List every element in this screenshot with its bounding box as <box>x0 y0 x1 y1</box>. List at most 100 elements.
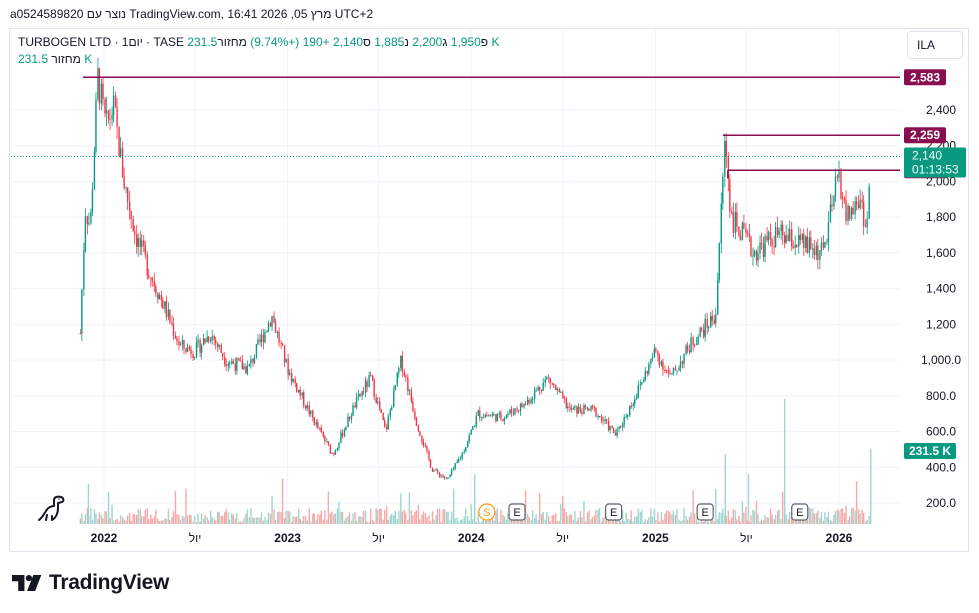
volume-bar <box>584 521 587 524</box>
currency-button[interactable]: ILA <box>907 31 963 59</box>
candle-body <box>503 417 506 421</box>
tradingview-logo[interactable]: TradingView <box>12 571 169 595</box>
volume-bar <box>362 510 365 524</box>
candle-body <box>200 345 203 353</box>
volume-bar <box>745 506 747 524</box>
candle-body <box>417 425 420 432</box>
candle-body <box>729 179 731 212</box>
candle-body <box>128 201 131 212</box>
y-tick-label: 600.0 <box>926 425 956 439</box>
candle-body <box>431 467 434 472</box>
volume-legend[interactable]: מחזור 231.5 K <box>18 52 92 66</box>
candle-body <box>600 415 603 420</box>
volume-bar <box>855 481 858 524</box>
volume-bar <box>850 508 853 524</box>
volume-bar <box>753 510 756 524</box>
candle-body <box>121 148 124 178</box>
candle-body <box>454 463 456 469</box>
candle-body <box>467 441 469 448</box>
volume-bar <box>646 520 649 524</box>
candle-body <box>354 405 356 408</box>
candle-body <box>717 280 719 315</box>
candle-body <box>855 201 858 205</box>
volume-bar <box>287 510 289 524</box>
candle-body <box>862 202 865 227</box>
time-axis[interactable]: 2022 יול 2023 יול 2024 יול 2025 יול 2026 <box>91 531 853 545</box>
candle-body <box>474 425 476 427</box>
volume-bar <box>637 508 639 524</box>
volume-bar <box>426 517 428 524</box>
volume-bar <box>549 521 551 524</box>
volume-bar <box>803 519 805 524</box>
candle-body <box>834 176 837 197</box>
x-tick-label: יול <box>557 531 570 545</box>
volume-bar <box>394 510 396 524</box>
y-tick-label: 1,200 <box>926 317 956 331</box>
candle-body <box>373 380 375 398</box>
candle-body <box>91 189 94 212</box>
volume-bar <box>401 511 404 524</box>
volume-bar <box>472 519 474 524</box>
candle-body <box>521 403 523 408</box>
candle-body <box>114 95 117 108</box>
candle-body <box>551 383 553 385</box>
volume-bar <box>657 512 659 524</box>
candle-body <box>560 391 562 393</box>
volume-legend-value: 231.5 K <box>18 52 93 66</box>
volume-bar <box>664 514 666 524</box>
candle-body <box>764 236 766 257</box>
candle-body <box>443 477 446 479</box>
close-label: ס <box>363 35 371 49</box>
candle-body <box>540 390 543 392</box>
volume-bar <box>583 501 585 524</box>
volume-bar <box>505 519 508 524</box>
volume-bar <box>495 510 497 524</box>
candle-body <box>702 329 705 337</box>
volume-bar <box>695 518 698 524</box>
candle-body <box>118 126 120 157</box>
candle-body <box>741 223 744 241</box>
candle-body <box>579 406 582 412</box>
volume-bar <box>450 511 453 524</box>
candle-body <box>826 241 828 243</box>
candle-body <box>253 357 256 363</box>
candle-body <box>831 204 833 207</box>
volume-bar <box>224 512 226 524</box>
candle-body <box>731 211 733 214</box>
horizontal-levels[interactable] <box>11 76 900 179</box>
candle-body <box>88 223 90 225</box>
candle-body <box>362 391 365 393</box>
volume-bar <box>750 515 752 524</box>
volume-bar <box>128 513 131 524</box>
volume-bar <box>623 520 625 524</box>
volume-bar <box>563 508 566 524</box>
candle-body <box>155 286 157 294</box>
volume-bar <box>98 512 101 524</box>
candle-body <box>743 223 745 229</box>
volume-bar <box>702 521 705 524</box>
x-tick-label: 2022 <box>91 531 118 545</box>
dinosaur-icon[interactable] <box>36 494 66 529</box>
price-axis[interactable]: 200.0 400.0 600.0 800.0 1,000.0 1,200 1,400 1,6… <box>921 103 961 510</box>
volume-bar <box>507 513 509 524</box>
volume-bar <box>382 519 384 524</box>
volume-bar <box>220 515 222 524</box>
volume-bar <box>200 513 203 524</box>
candle-body <box>287 358 289 376</box>
candle-body <box>857 204 860 208</box>
candle-body <box>710 316 712 328</box>
candle-body <box>442 475 444 478</box>
symbol-line[interactable]: TURBOGEN LTD · 1יום · TASE <box>18 35 184 49</box>
candle-body <box>678 367 680 371</box>
candle-body <box>783 235 786 243</box>
candle-body <box>850 207 853 219</box>
candle-body <box>303 392 305 406</box>
low-label: נ <box>404 35 409 49</box>
ohlc-legend: TURBOGEN LTD · 1יום · TASE פ1,950 ג2,200… <box>18 35 499 49</box>
volume-bar <box>540 513 543 524</box>
candle-body <box>738 226 740 236</box>
y-tick-label: 200.0 <box>926 496 956 510</box>
volume-bar <box>452 488 455 524</box>
